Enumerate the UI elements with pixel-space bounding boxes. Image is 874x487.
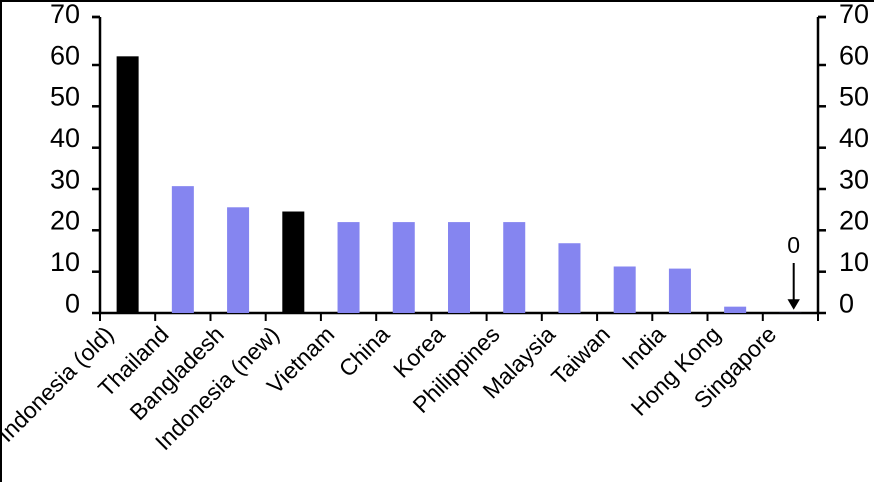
- svg-text:50: 50: [839, 82, 869, 112]
- svg-text:0: 0: [65, 288, 80, 318]
- svg-text:20: 20: [839, 206, 869, 236]
- svg-text:10: 10: [50, 247, 80, 277]
- svg-text:0: 0: [839, 288, 854, 318]
- svg-text:60: 60: [839, 40, 869, 70]
- svg-text:0: 0: [787, 232, 800, 258]
- svg-text:50: 50: [50, 82, 80, 112]
- svg-text:60: 60: [50, 40, 80, 70]
- svg-text:40: 40: [839, 123, 869, 153]
- svg-text:20: 20: [50, 206, 80, 236]
- svg-text:30: 30: [50, 164, 80, 194]
- svg-text:40: 40: [50, 123, 80, 153]
- svg-text:30: 30: [839, 164, 869, 194]
- svg-text:70: 70: [50, 0, 80, 29]
- svg-text:10: 10: [839, 247, 869, 277]
- svg-text:70: 70: [839, 0, 869, 29]
